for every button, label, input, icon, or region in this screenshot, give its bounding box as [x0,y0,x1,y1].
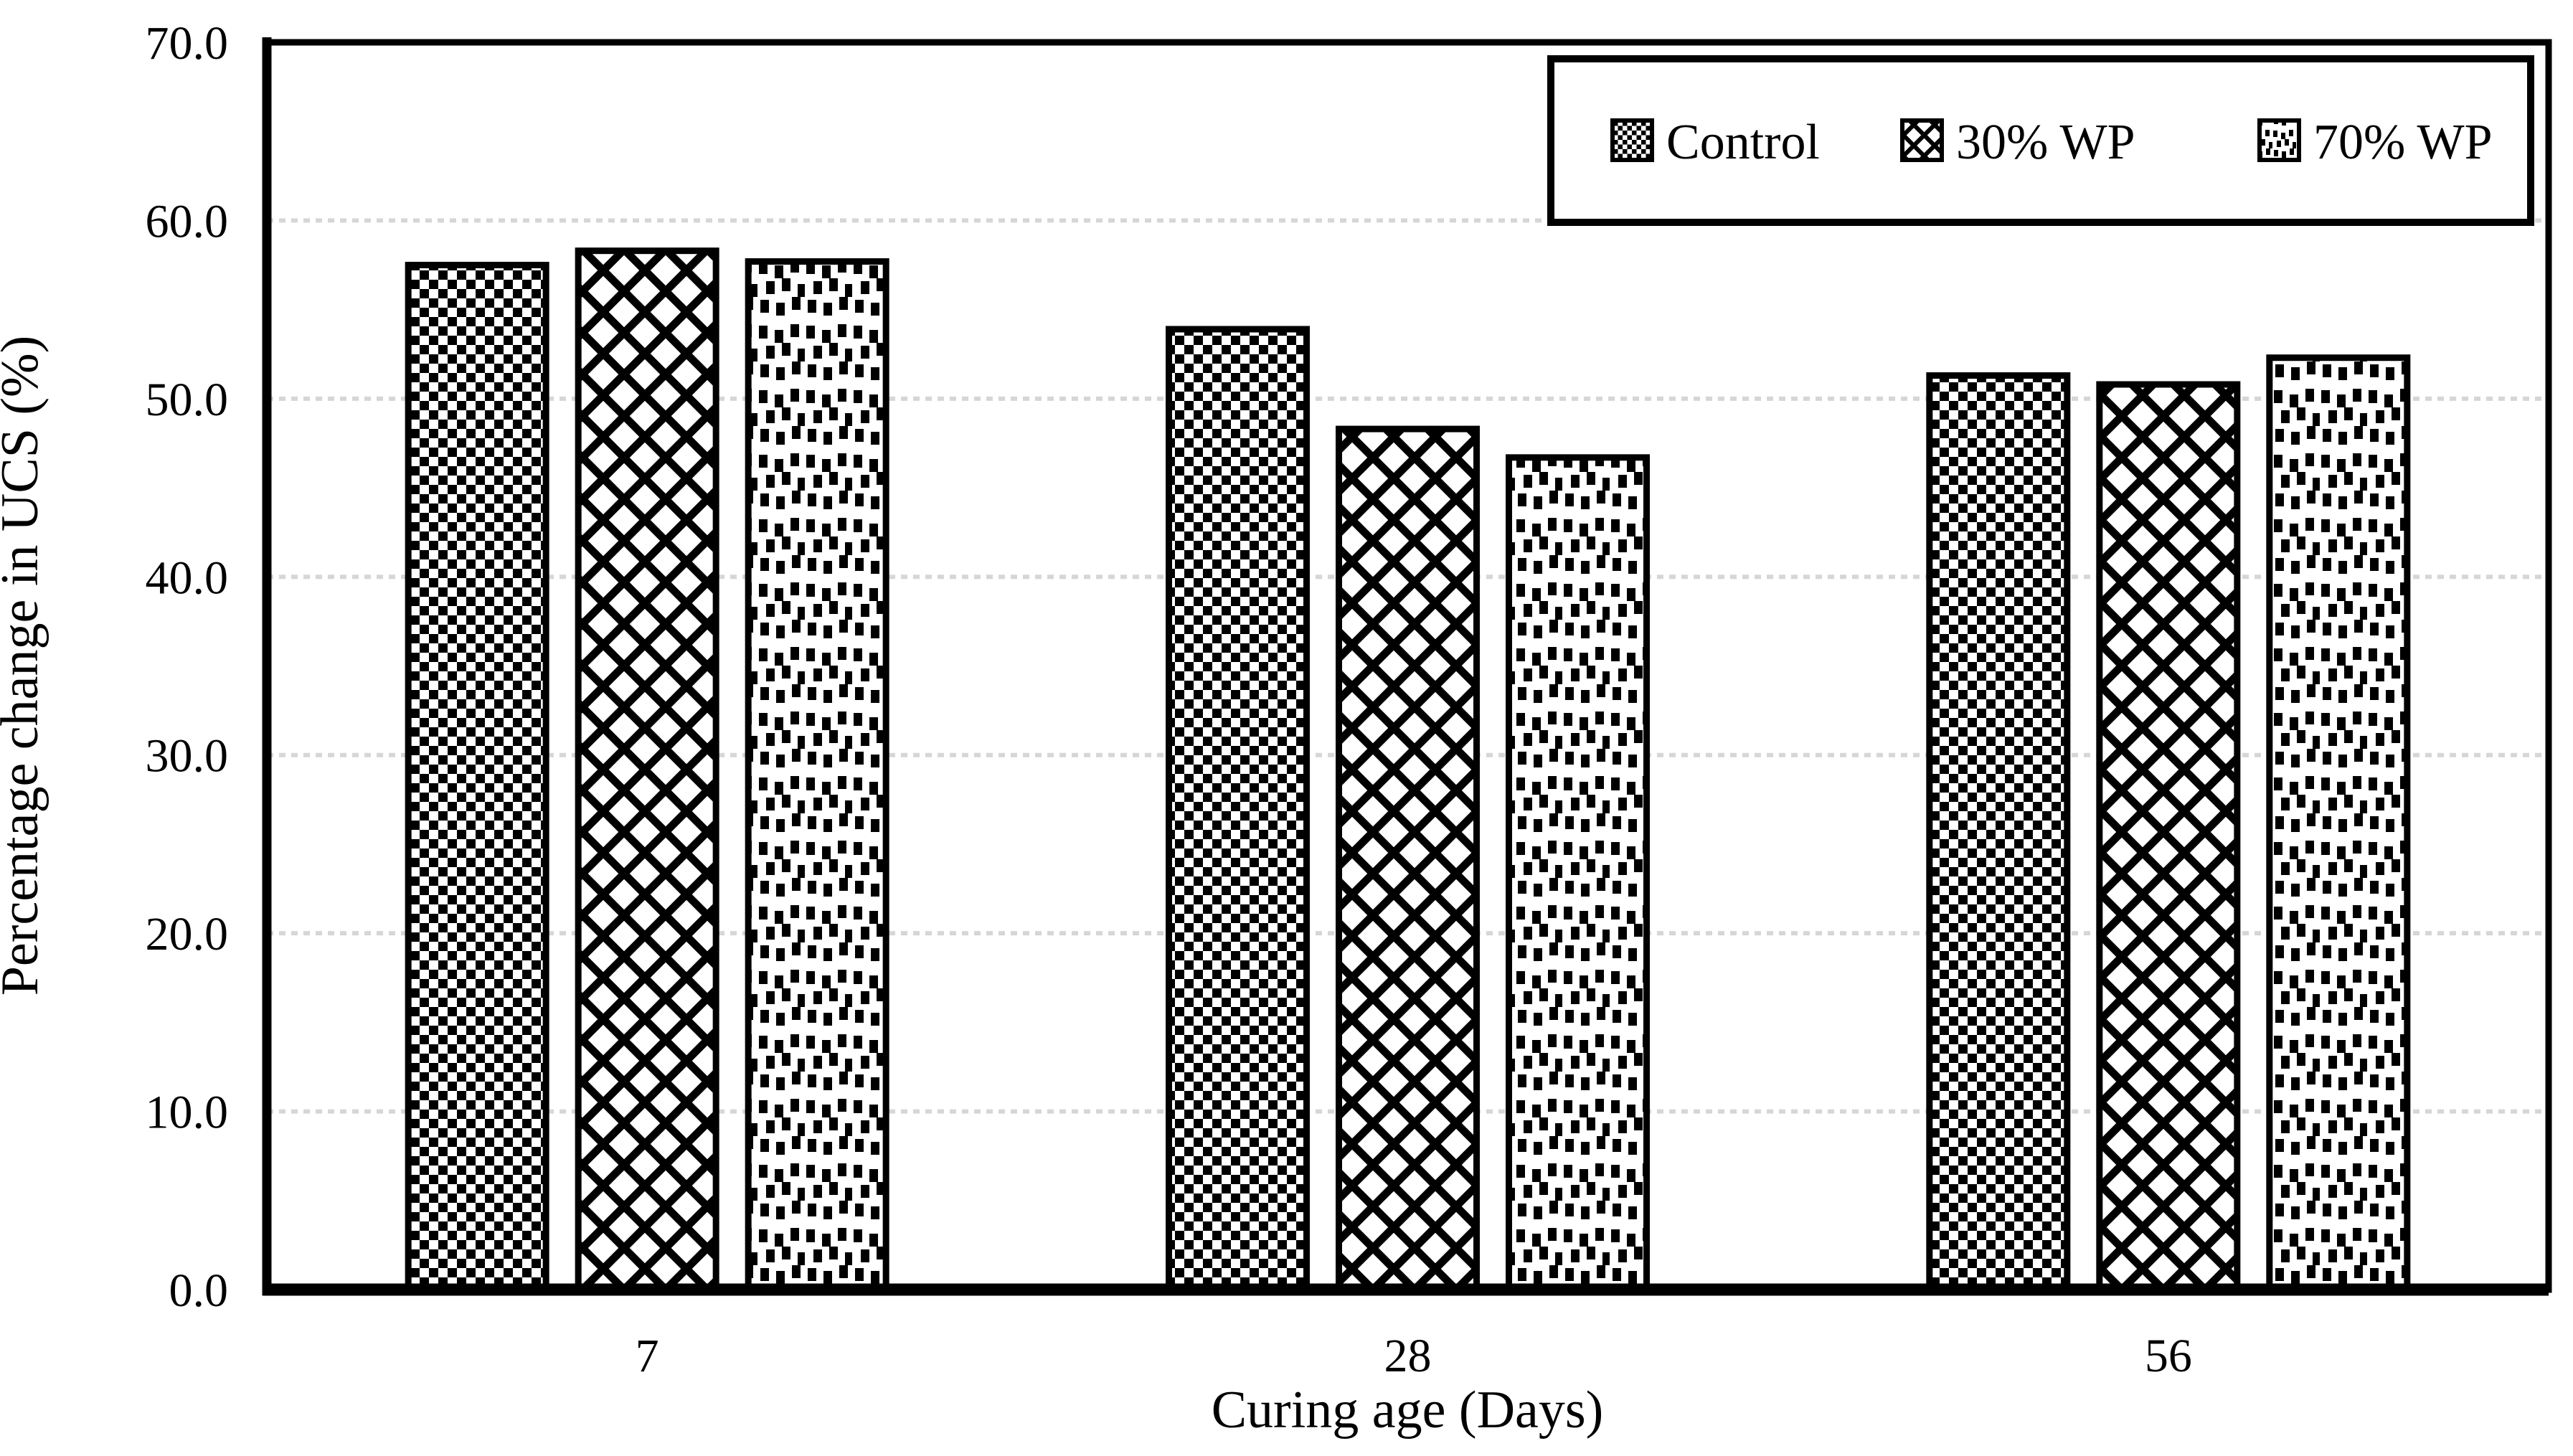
y-tick-label: 30.0 [146,730,229,783]
legend-swatch-speckle [2257,118,2301,162]
legend-label: 30% WP [1956,115,2135,170]
legend-swatch-diamond-lattice [1900,118,1944,162]
bar-30wp-56 [2096,381,2241,1290]
y-tick-label: 40.0 [146,552,229,604]
legend-label: Control [1666,115,1820,170]
bar-30wp-28 [1336,425,1480,1290]
x-tick-label: 28 [1384,1330,1432,1382]
bar-30wp-7 [575,247,719,1290]
bar-series [405,247,2411,1290]
legend-entry-30wp: 30% WP [1900,115,2135,170]
bar-70wp-56 [2266,354,2411,1290]
x-tick-labels: 7 28 56 [636,1330,2192,1382]
y-tick-labels: 0.0 10.0 20.0 30.0 40.0 50.0 60.0 70.0 [146,17,229,1317]
x-tick-label: 7 [636,1330,659,1382]
legend-entry-control: Control [1610,115,1820,170]
x-axis-title: Curing age (Days) [1212,1381,1604,1440]
legend-swatch-checkerboard [1610,118,1654,162]
legend-entries: Control 30% WP 70% WP [1610,115,2493,170]
y-tick-label: 60.0 [146,195,229,247]
y-tick-label: 0.0 [169,1264,229,1317]
y-tick-label: 10.0 [146,1087,229,1139]
bar-70wp-7 [745,258,889,1290]
bar-70wp-28 [1506,454,1650,1290]
y-axis-title: Percentage change in UCS (%) [0,336,49,996]
legend: Control 30% WP 70% WP [1547,55,2534,226]
bar-control-56 [1926,372,2071,1290]
x-tick-label: 56 [2145,1330,2192,1382]
legend-entry-70wp: 70% WP [2257,115,2493,170]
bar-control-28 [1166,326,1310,1290]
legend-label: 70% WP [2313,115,2493,170]
y-tick-label: 70.0 [146,17,229,70]
y-tick-label: 20.0 [146,908,229,960]
bar-control-7 [405,262,549,1290]
legend-box [1547,55,2534,226]
y-tick-label: 50.0 [146,374,229,426]
